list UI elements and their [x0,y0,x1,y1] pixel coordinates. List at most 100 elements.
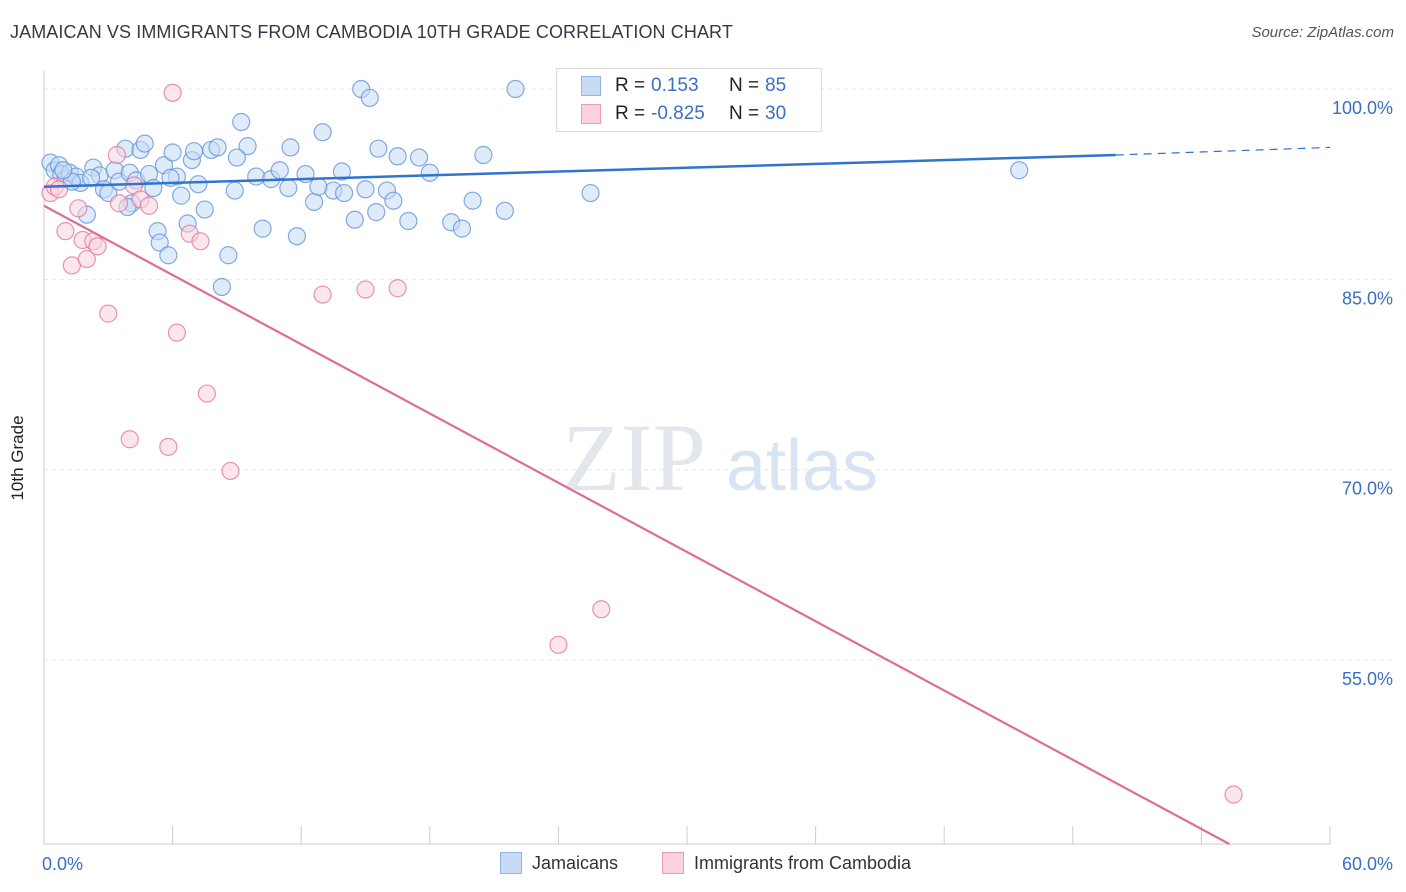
legend-r-label: R = [615,75,646,96]
point-jamaicans [388,147,407,166]
point-cambodia [197,384,216,403]
watermark-atlas: atlas [726,426,878,506]
point-jamaicans [82,168,101,187]
x-tick-label: 0.0% [42,854,83,874]
point-jamaicans [581,183,600,203]
point-jamaicans [247,167,266,186]
trend-lines [43,146,1331,845]
point-cambodia [549,635,568,654]
trend-line-jamaicans [43,153,1116,188]
point-cambodia [69,199,88,218]
point-jamaicans [399,211,418,231]
point-cambodia [88,237,107,256]
legend-n-label: N = [729,75,760,96]
legend-row-cambodia: R = -0.825 N = 30 [581,102,786,126]
legend-swatch-cambodia [581,104,601,124]
point-jamaicans [195,200,214,219]
point-jamaicans [1010,161,1029,180]
point-jamaicans [384,191,403,210]
point-jamaicans [150,233,169,252]
point-jamaicans [232,112,251,132]
trend-line-jamaicans-projection [1115,146,1331,156]
legend-r-label: R = [615,103,646,124]
point-cambodia [221,461,240,481]
point-cambodia [159,437,178,456]
legend-n-value: 85 [765,75,787,96]
legend-swatch-cambodia [662,852,684,874]
point-cambodia [99,304,118,323]
y-tick-label: 85.0% [1342,288,1393,308]
point-jamaicans [253,219,272,238]
x-tick-label: 60.0% [1342,854,1393,874]
point-cambodia [107,145,126,165]
legend-swatch-jamaicans [581,76,601,96]
axes [43,70,1331,845]
point-jamaicans [367,203,386,222]
point-jamaicans [54,161,73,180]
point-jamaicans [463,191,482,210]
legend-label-cambodia: Immigrants from Cambodia [694,852,912,873]
legend-label-jamaicans: Jamaicans [532,852,619,873]
watermark-zip: ZIP [562,404,706,511]
point-jamaicans [189,175,208,194]
point-jamaicans [369,139,388,158]
point-jamaicans [345,210,364,229]
point-jamaicans [270,161,289,180]
chart-title: JAMAICAN VS IMMIGRANTS FROM CAMBODIA 10T… [10,22,733,42]
point-jamaicans [420,163,439,182]
point-cambodia [592,600,611,619]
point-cambodia [56,222,75,241]
legend-swatch-jamaicans [500,852,522,874]
trend-line-cambodia [43,204,1230,845]
point-jamaicans [208,138,227,157]
point-jamaicans [287,227,307,246]
legend-r-value: -0.825 [651,103,705,124]
point-cambodia [139,196,159,215]
chart-source: Source: ZipAtlas.com [1251,24,1394,41]
point-jamaicans [313,123,332,142]
legend-n-value: 30 [765,103,787,124]
point-jamaicans [184,142,204,161]
watermark: ZIP atlas [562,404,878,511]
point-jamaicans [332,162,352,181]
stats-legend: R = 0.153 N = 85 R = -0.825 N = 30 [556,68,822,132]
point-jamaicans [281,138,300,157]
point-jamaicans [279,178,298,198]
point-jamaicans [356,180,375,199]
point-cambodia [77,249,96,269]
point-cambodia [167,323,186,342]
point-cambodia [1224,785,1243,804]
legend-row-jamaicans: R = 0.153 N = 85 [581,74,786,98]
point-jamaicans [212,277,231,297]
point-jamaicans [159,246,178,265]
point-jamaicans [219,246,238,265]
point-cambodia [388,279,407,298]
point-jamaicans [506,79,525,99]
point-cambodia [49,180,69,199]
legend-item-jamaicans[interactable]: Jamaicans [500,852,618,874]
point-cambodia [120,430,139,449]
point-jamaicans [409,148,429,167]
point-jamaicans [225,181,244,200]
point-cambodia [191,232,210,251]
tick-labels: 100.0% 85.0% 70.0% 55.0% 0.0% 60.0% [42,98,1393,874]
point-jamaicans [163,143,182,162]
y-tick-label: 100.0% [1332,98,1393,118]
point-jamaicans [227,148,246,167]
point-cambodia [109,194,129,213]
point-jamaicans [238,137,257,156]
y-tick-label: 55.0% [1342,669,1393,689]
point-jamaicans [334,183,354,203]
point-jamaicans [452,219,472,238]
point-cambodia [356,280,375,299]
point-jamaicans [360,88,379,108]
point-cambodia [163,83,182,102]
grid-lines [44,88,1394,661]
legend-n-label: N = [729,103,760,124]
point-jamaicans [474,145,493,165]
point-jamaicans [304,192,324,212]
y-tick-label: 70.0% [1342,479,1393,499]
legend-item-cambodia[interactable]: Immigrants from Cambodia [662,852,911,874]
point-jamaicans [135,134,154,153]
